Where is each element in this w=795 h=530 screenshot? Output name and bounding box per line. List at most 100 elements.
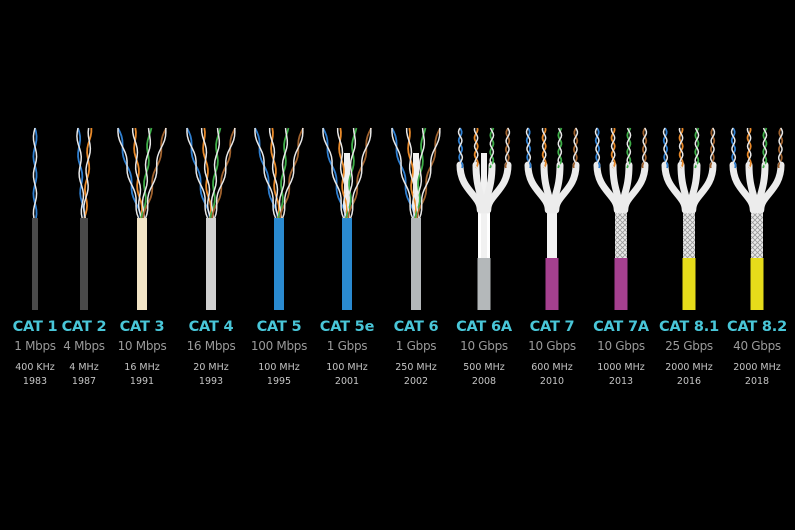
braided-shield: [615, 205, 627, 258]
twisted-wire: [76, 127, 85, 219]
cat-8-1-column: CAT 8.1 25 Gbps 2000 MHz 2016: [656, 318, 722, 389]
twisted-wire: [281, 127, 304, 219]
category-speed: 1 Gbps: [395, 339, 437, 353]
twisted-wire: [336, 127, 348, 219]
twisted-wire: [254, 127, 279, 219]
cable-spline: [413, 153, 419, 218]
cable-cat-7a: [593, 127, 649, 310]
cat-3-column: CAT 3 10 Mbps 16 MHz 1991: [109, 318, 175, 389]
cable-cat-5e: [322, 127, 373, 310]
pair-foil: [621, 161, 649, 214]
twisted-wire: [662, 127, 669, 169]
cat-4-column: CAT 4 16 Mbps 20 MHz 1993: [178, 318, 244, 389]
cable-jacket: [32, 218, 38, 310]
foil-shield: [547, 205, 557, 258]
twisted-wire: [594, 127, 601, 169]
category-year: 2010: [539, 376, 565, 387]
twisted-wire: [746, 127, 752, 169]
category-speed: 100 Mbps: [250, 339, 308, 353]
twisted-wire: [349, 127, 372, 219]
twisted-wire: [777, 127, 784, 169]
category-frequency: 4 MHz: [69, 362, 99, 373]
twisted-wire: [541, 127, 547, 169]
cable-jacket: [342, 218, 352, 310]
cable-cat-8-2: [729, 127, 785, 310]
twisted-wire: [405, 127, 417, 219]
category-name: CAT 8.2: [727, 319, 787, 335]
twisted-wire: [83, 128, 93, 219]
cable-cat-3: [117, 127, 168, 310]
category-frequency: 250 MHz: [395, 362, 437, 373]
category-name: CAT 6A: [456, 319, 512, 335]
category-speed: 10 Gbps: [597, 339, 645, 353]
twisted-wire: [270, 127, 280, 219]
category-frequency: 600 MHz: [531, 362, 573, 373]
twisted-wire: [268, 127, 280, 219]
cable-jacket: [545, 258, 559, 310]
twisted-wire: [322, 127, 345, 219]
twisted-wire: [762, 127, 768, 169]
twisted-wire: [202, 127, 212, 219]
category-speed: 1 Mbps: [14, 339, 56, 353]
twisted-wire: [610, 127, 616, 169]
twisted-wire: [32, 127, 38, 219]
category-year: 1987: [71, 376, 97, 387]
twisted-wire: [489, 127, 495, 169]
category-speed: 10 Gbps: [528, 339, 576, 353]
twisted-wire: [210, 127, 221, 219]
twisted-wire: [457, 127, 464, 169]
cable-cat-6a: [456, 127, 512, 310]
cable-jacket: [274, 218, 284, 310]
category-speed: 10 Mbps: [117, 339, 167, 353]
twisted-wire: [186, 127, 209, 219]
cable-cat-7: [524, 127, 580, 310]
twisted-wire: [473, 127, 479, 169]
twisted-wire: [131, 127, 143, 219]
twisted-wire: [678, 127, 684, 169]
twisted-wire: [557, 127, 563, 169]
twisted-wire: [730, 127, 737, 169]
category-year: 2016: [676, 376, 702, 387]
pair-foil: [757, 161, 785, 214]
category-speed: 16 Mbps: [186, 339, 236, 353]
twisted-wire: [473, 127, 479, 169]
cable-jacket: [80, 218, 88, 310]
cat-5e-column: CAT 5e 1 Gbps 100 MHz 2001: [314, 318, 380, 389]
twisted-wire: [415, 127, 426, 219]
cable-spline: [344, 153, 350, 218]
cable-jacket: [137, 218, 147, 310]
category-speed: 25 Gbps: [665, 339, 713, 353]
twisted-wire: [346, 127, 357, 219]
category-frequency: 400 KHz: [15, 362, 55, 373]
category-name: CAT 8.1: [659, 319, 719, 335]
cable-cat-2: [76, 127, 93, 310]
cat-7-column: CAT 7 10 Gbps 600 MHz 2010: [519, 318, 585, 389]
twisted-wire: [694, 127, 700, 169]
twisted-wire: [278, 127, 289, 219]
twisted-wire: [391, 127, 416, 219]
cat-2-column: CAT 2 4 Mbps 4 MHz 1987: [51, 318, 117, 389]
twisted-wire: [610, 127, 616, 169]
cable-cat-5: [254, 127, 305, 310]
category-year: 2008: [471, 376, 497, 387]
twisted-wire: [83, 127, 92, 219]
category-year: 1983: [22, 376, 48, 387]
category-year: 1995: [266, 376, 292, 387]
twisted-wire: [541, 127, 547, 169]
twisted-wire: [572, 127, 579, 169]
category-speed: 40 Gbps: [733, 339, 781, 353]
braided-shield: [683, 205, 695, 258]
category-labels: CAT 1 1 Mbps 400 KHz 1983 CAT 2 4 Mbps 4…: [0, 318, 795, 408]
category-name: CAT 1: [12, 319, 58, 335]
category-frequency: 1000 MHz: [597, 362, 645, 373]
twisted-wire: [254, 127, 277, 219]
category-frequency: 16 MHz: [124, 362, 160, 373]
cable-jacket: [614, 258, 628, 310]
braided-shield: [751, 205, 763, 258]
category-frequency: 20 MHz: [193, 362, 229, 373]
category-frequency: 2000 MHz: [733, 362, 781, 373]
cable-jacket: [682, 258, 696, 310]
twisted-wire: [117, 127, 140, 219]
